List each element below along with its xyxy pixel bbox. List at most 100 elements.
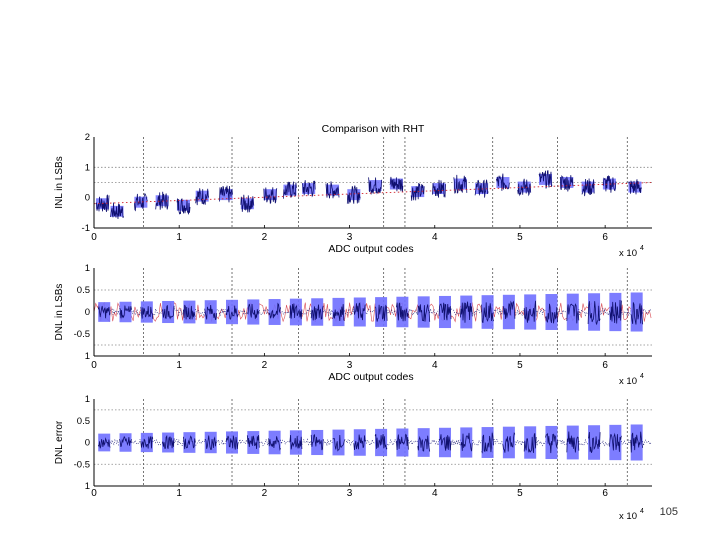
dnl-burst-trace [289, 434, 303, 450]
dnl-burst-envelope [332, 297, 345, 327]
inter-burst-trace [344, 439, 355, 446]
dnl-burst-trace [587, 431, 601, 453]
dnl-burst-trace [97, 437, 111, 449]
dnl-burst-trace [396, 302, 409, 322]
dnl-burst-envelope [630, 424, 643, 461]
inl-burst-trace [581, 178, 595, 197]
dnl-burst-envelope [119, 301, 132, 323]
x-tick-label: 6 [602, 232, 608, 243]
inter-burst-trace [408, 439, 418, 446]
inter-burst-trace [599, 307, 610, 317]
dnl-burst-envelope [353, 297, 366, 327]
y-tick-label: 0.5 [77, 285, 90, 296]
inter-burst-trace [301, 438, 312, 446]
inter-burst-trace [450, 308, 461, 316]
x-multiplier-label: x 10 [619, 376, 637, 387]
dnl-burst-trace [459, 301, 473, 323]
inter-burst-trace [365, 308, 376, 316]
dnl-burst-envelope [204, 300, 217, 324]
inter-burst-trace [216, 308, 227, 316]
inter-burst-trace [237, 309, 248, 316]
inl-burst-trace [538, 170, 553, 189]
inter-burst-trace [514, 309, 525, 316]
inter-burst-trace [216, 439, 227, 447]
dnl-burst-trace [97, 305, 111, 319]
dnl-burst-trace [523, 300, 537, 323]
inl-burst-trace [325, 181, 340, 199]
dnl-burst-trace [460, 432, 473, 452]
inter-burst-trace [259, 307, 269, 315]
dnl-burst-trace [417, 435, 431, 452]
inter-burst-trace [386, 309, 397, 316]
dnl-burst-envelope [417, 428, 430, 457]
dnl-burst-trace [438, 302, 452, 321]
dnl-burst-trace [119, 435, 132, 448]
inter-burst-trace [429, 438, 440, 447]
dnl-burst-envelope [481, 295, 494, 329]
dnl-burst-trace [417, 304, 431, 322]
dnl-burst-trace [545, 432, 558, 454]
inter-burst-trace [237, 438, 248, 444]
inter-burst-trace [259, 438, 269, 447]
x-tick-label: 1 [176, 488, 182, 499]
x-tick-label: 1 [176, 360, 182, 371]
x-multiplier-label: x 10 [619, 248, 637, 259]
inter-burst-trace [195, 308, 205, 316]
inl-burst-envelope [176, 199, 190, 211]
inter-burst-trace [493, 308, 504, 316]
inter-burst-trace [131, 438, 142, 445]
inter-burst-trace [621, 308, 631, 317]
inl-burst-trace [240, 194, 255, 213]
dnl-burst-trace [353, 434, 366, 450]
inter-burst-trace [322, 438, 333, 446]
inter-burst-trace [174, 308, 184, 317]
x-tick-label: 5 [517, 232, 523, 243]
inter-burst-trace [557, 439, 568, 446]
inl-burst-trace [346, 185, 361, 204]
dnl-burst-envelope [247, 299, 260, 325]
dnl-burst-trace [225, 305, 239, 320]
y-tick-label: 0 [85, 438, 90, 449]
dnl-burst-trace [204, 304, 218, 321]
inter-burst-trace [450, 439, 461, 446]
inl-burst-trace [368, 177, 382, 195]
inl-burst-trace [263, 187, 278, 205]
dnl-burst-trace [183, 304, 196, 320]
dnl-burst-trace [438, 434, 452, 451]
y-tick-label: -0.5 [74, 329, 90, 340]
page-number: 105 [659, 506, 678, 518]
inter-burst-trace [280, 310, 291, 316]
dnl-burst-trace [332, 434, 345, 452]
inter-burst-trace [578, 438, 589, 446]
inter-burst-trace [599, 439, 610, 447]
dnl-burst-envelope [98, 302, 111, 322]
x-tick-label: 3 [347, 232, 353, 243]
dnl-burst-envelope [375, 428, 388, 457]
inl-burst-trace [496, 173, 510, 191]
dnl-burst-envelope [460, 427, 473, 458]
inter-burst-trace [152, 439, 163, 446]
inl-burst-trace [301, 180, 316, 198]
dnl-burst-envelope [183, 300, 196, 324]
y-tick-label: -1 [82, 223, 90, 234]
y-tick-label: 0 [85, 307, 90, 318]
dnl-burst-trace [609, 432, 622, 452]
x-tick-label: 4 [432, 360, 438, 371]
y-tick-label: 1 [85, 351, 90, 362]
inl-burst-trace [389, 176, 404, 192]
rht-trend-line [93, 182, 653, 205]
dnl-burst-trace [630, 302, 644, 325]
inter-burst-trace [493, 439, 504, 445]
inl-burst-trace [517, 178, 532, 197]
dnl-burst-trace [225, 435, 239, 450]
dnl-burst-trace [246, 303, 260, 319]
inter-burst-trace [514, 439, 525, 446]
dnl-burst-trace [289, 303, 303, 320]
dnl-burst-trace [353, 302, 366, 321]
inl-burst-trace [602, 175, 617, 193]
inl-burst-trace [432, 179, 446, 198]
